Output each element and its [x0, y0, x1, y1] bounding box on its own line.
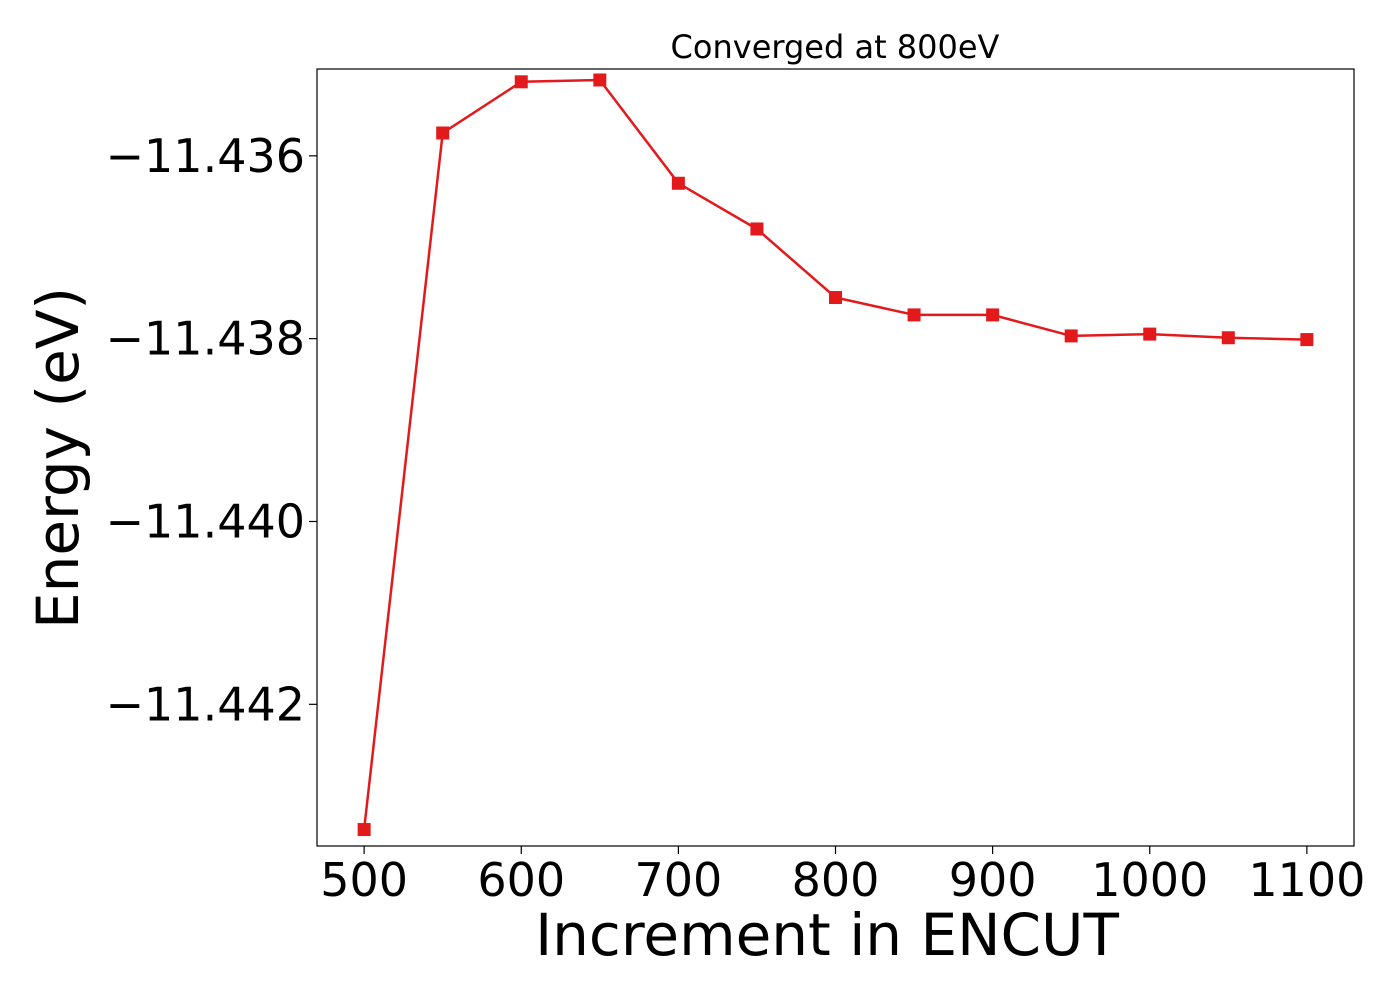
y-tick-label: −11.442 [106, 677, 306, 731]
series-layer [357, 73, 1314, 837]
x-tick-label: 500 [320, 853, 408, 907]
y-tick-label: −11.438 [106, 312, 306, 366]
data-point [1143, 327, 1157, 341]
data-point [1064, 329, 1078, 343]
data-point [1300, 333, 1314, 347]
plot-frame [316, 68, 1355, 847]
x-axis-label: Increment in ENCUT [535, 901, 1119, 969]
data-point [1221, 331, 1235, 345]
x-tick-label: 1000 [1091, 853, 1208, 907]
data-point [829, 291, 842, 305]
y-tick-label: −11.436 [106, 129, 306, 183]
y-axis-label: Energy (eV) [24, 287, 92, 629]
data-point [514, 75, 528, 89]
x-tick-label: 1100 [1248, 853, 1365, 907]
data-point [907, 308, 921, 322]
x-tick-label: 600 [477, 853, 565, 907]
chart-title: Converged at 800eV [671, 28, 1000, 66]
data-point [593, 73, 607, 87]
y-axis-ticks: −11.436 −11.438 −11.440 −11.442 [106, 129, 317, 731]
data-point [671, 176, 685, 190]
x-axis-ticks: 500 600 700 800 900 1000 1100 [320, 846, 1365, 907]
data-point [750, 222, 764, 236]
x-tick-label: 700 [634, 853, 722, 907]
data-point [986, 308, 1000, 322]
data-point [357, 823, 371, 837]
x-tick-label: 800 [792, 853, 880, 907]
data-point [436, 126, 450, 140]
y-tick-label: −11.440 [106, 494, 306, 548]
x-tick-label: 900 [949, 853, 1037, 907]
